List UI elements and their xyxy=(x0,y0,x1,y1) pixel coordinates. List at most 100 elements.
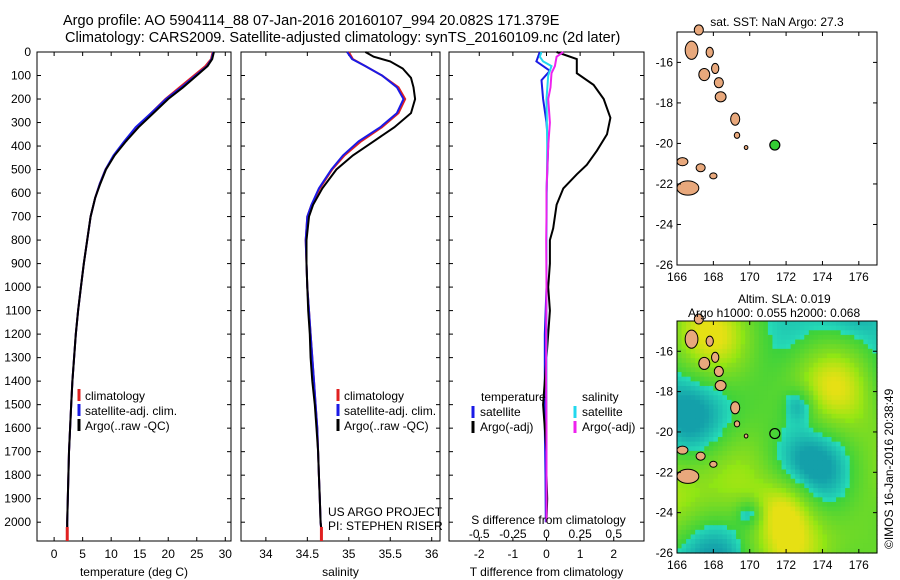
sla-cell xyxy=(727,492,733,498)
sla-cell xyxy=(767,418,774,424)
sla-cell xyxy=(699,543,705,549)
sla-cell xyxy=(827,418,833,424)
sla-cell xyxy=(822,362,828,368)
sla-cell xyxy=(867,483,874,489)
sla-cell xyxy=(854,446,860,452)
sla-cell xyxy=(863,418,869,424)
sla-cell xyxy=(781,515,787,522)
sla-cell xyxy=(717,529,724,536)
sla-cell xyxy=(677,488,683,494)
sla-cell xyxy=(758,483,764,489)
sla-cell xyxy=(677,548,683,554)
sla-cell xyxy=(786,376,792,382)
sla-cell xyxy=(822,511,828,517)
sla-cell xyxy=(681,413,687,420)
sla-cell xyxy=(745,362,751,368)
sla-cell xyxy=(836,432,842,438)
sla-cell xyxy=(795,330,801,336)
sla-cell xyxy=(745,358,751,364)
sla-cell xyxy=(681,506,687,512)
sla-cell xyxy=(699,372,705,378)
sla-cell xyxy=(690,372,696,378)
sla-cell xyxy=(827,478,833,484)
sla-cell xyxy=(749,488,755,494)
sla-cell xyxy=(840,385,846,392)
sla-cell xyxy=(795,520,801,526)
sla-cell xyxy=(790,367,796,373)
sla-cell xyxy=(813,432,819,438)
sla-cell xyxy=(813,497,819,503)
sla-cell xyxy=(758,325,764,331)
sla-cell xyxy=(795,325,801,331)
sla-cell xyxy=(722,413,728,420)
sla-cell xyxy=(795,441,801,447)
sla-cell xyxy=(795,478,801,484)
sla-cell xyxy=(804,367,810,373)
sla-cell xyxy=(695,539,701,545)
sla-cell xyxy=(740,539,746,545)
sla-cell xyxy=(704,381,710,387)
sla-cell xyxy=(717,399,724,406)
sla-cell xyxy=(767,358,774,364)
sla-cell xyxy=(804,376,810,382)
sla-cell xyxy=(849,404,855,410)
sla-cell xyxy=(681,492,687,498)
sla-cell xyxy=(727,399,733,406)
depth-tick-label: 600 xyxy=(11,186,31,200)
sla-cell xyxy=(677,423,683,429)
sla-cell xyxy=(790,474,796,480)
sla-cell xyxy=(808,390,814,396)
sla-cell xyxy=(745,418,751,424)
series-salinity-satellite xyxy=(304,51,405,532)
sla-cell xyxy=(831,469,837,475)
sla-cell xyxy=(827,543,833,549)
sla-cell xyxy=(717,483,724,489)
sla-cell xyxy=(790,478,796,484)
sla-cell xyxy=(758,418,764,424)
sla-cell xyxy=(731,534,737,540)
sla-cell xyxy=(727,539,733,545)
sla-cell xyxy=(699,399,705,406)
sla-cell xyxy=(677,376,683,382)
sla-cell xyxy=(699,501,705,508)
sla-cell xyxy=(722,455,728,461)
sla-cell xyxy=(822,404,828,410)
sla-cell xyxy=(695,348,701,355)
sla-cell xyxy=(708,404,714,410)
sla-cell xyxy=(695,390,701,396)
sla-cell xyxy=(681,464,687,471)
sla-cell xyxy=(772,418,778,424)
sla-cell xyxy=(754,399,760,406)
sla-cell xyxy=(827,376,833,382)
sla-cell xyxy=(681,534,687,540)
sla-cell xyxy=(858,483,864,489)
sla-cell xyxy=(677,515,683,522)
sla-cell xyxy=(717,395,724,401)
sla-cell xyxy=(690,441,696,447)
sla-cell xyxy=(731,515,737,522)
sla-cell xyxy=(767,525,774,531)
sla-cell xyxy=(677,385,683,392)
sla-cell xyxy=(867,492,874,498)
sla-cell xyxy=(758,334,764,341)
sla-cell xyxy=(727,353,733,359)
sla-cell xyxy=(763,330,769,336)
sla-cell xyxy=(754,455,760,461)
sla-cell xyxy=(690,418,696,424)
sla-field xyxy=(677,321,878,554)
sla-cell xyxy=(772,381,778,387)
sla-cell xyxy=(699,464,705,471)
sla-cell xyxy=(777,395,783,401)
sla-cell xyxy=(808,474,814,480)
sla-cell xyxy=(777,446,783,452)
sla-cell xyxy=(758,339,764,345)
sla-cell xyxy=(872,478,878,484)
sla-cell xyxy=(681,455,687,461)
sla-cell xyxy=(727,437,733,443)
sla-cell xyxy=(681,548,687,554)
sla-cell xyxy=(772,325,778,331)
depth-tick-label: 1800 xyxy=(4,468,31,482)
sla-cell xyxy=(727,515,733,522)
sla-cell xyxy=(804,348,810,355)
sla-cell xyxy=(745,390,751,396)
